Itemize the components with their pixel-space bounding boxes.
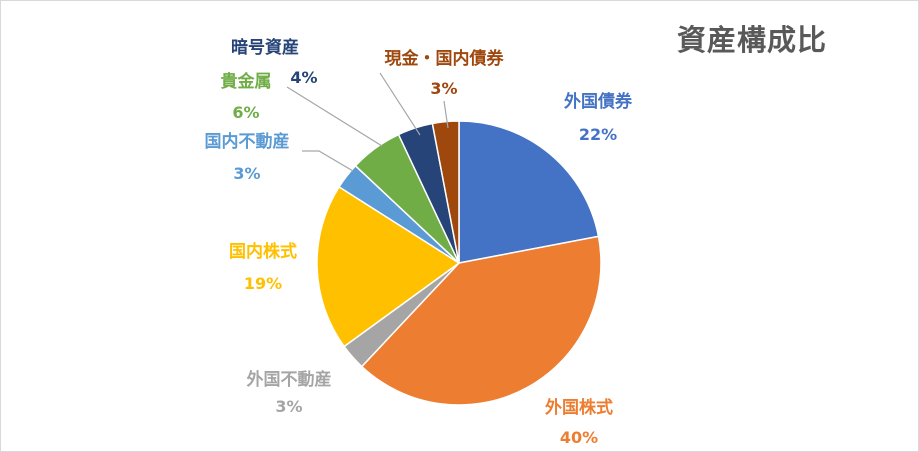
pie-slice: [458, 120, 600, 264]
slice-name-label: 国内株式: [229, 241, 297, 262]
slice-percent-label: 19%: [244, 274, 282, 293]
slice-name-label: 国内不動産: [205, 131, 290, 152]
slice-percent-label: 4%: [290, 68, 317, 87]
slice-name-label: 外国不動産: [247, 369, 332, 390]
slice-percent-label: 40%: [560, 428, 598, 447]
leader-line: [379, 72, 421, 136]
chart-title: 資産構成比: [677, 23, 828, 57]
slice-percent-label: 3%: [430, 79, 457, 98]
leader-line: [286, 86, 383, 147]
slice-percent-label: 22%: [579, 125, 617, 144]
pie-slice: [316, 185, 461, 348]
leader-line: [302, 150, 354, 172]
slice-name-label: 暗号資産: [231, 37, 299, 58]
slice-percent-label: 3%: [275, 397, 302, 416]
slice-percent-label: 6%: [232, 103, 259, 122]
slice-name-label: 現金・国内債券: [385, 48, 505, 69]
slice-name-label: 外国債券: [564, 91, 633, 112]
pie-slice: [431, 120, 460, 264]
leader-line: [443, 100, 449, 129]
slice-name-label: 貴金属: [221, 71, 272, 92]
pie-slice: [360, 235, 602, 406]
slice-name-label: 外国株式: [545, 397, 613, 418]
slice-percent-label: 3%: [233, 164, 260, 183]
